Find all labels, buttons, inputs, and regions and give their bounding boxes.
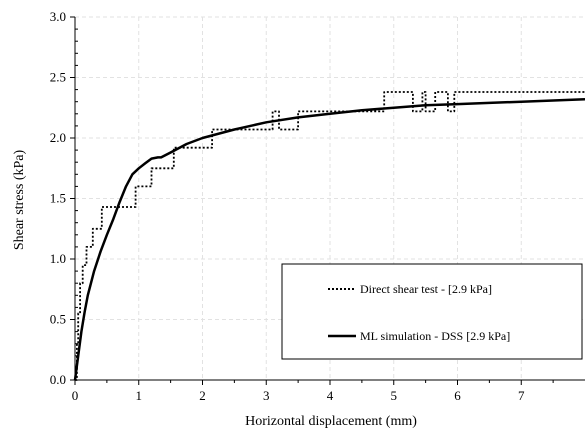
y-axis-title: Shear stress (kPa) — [12, 150, 27, 251]
y-tick-label: 0.0 — [50, 372, 66, 387]
x-tick-label: 7 — [518, 388, 525, 403]
legend-label-ml-simulation: ML simulation - DSS [2.9 kPa] — [360, 329, 510, 343]
legend: Direct shear test - [2.9 kPa] ML simulat… — [282, 264, 582, 359]
x-tick-label: 6 — [454, 388, 461, 403]
y-tick-label: 2.5 — [50, 70, 66, 85]
legend-label-direct-shear: Direct shear test - [2.9 kPa] — [360, 282, 492, 296]
x-tick-label: 0 — [72, 388, 79, 403]
legend-box — [282, 264, 582, 359]
y-tick-label: 1.0 — [50, 251, 66, 266]
x-tick-label: 2 — [199, 388, 206, 403]
x-axis-title: Horizontal displacement (mm) — [245, 414, 417, 428]
x-tick-label: 5 — [391, 388, 398, 403]
x-tick-label: 1 — [136, 388, 143, 403]
x-tick-label: 4 — [327, 388, 334, 403]
y-tick-label: 3.0 — [50, 9, 66, 24]
y-tick-label: 2.0 — [50, 130, 66, 145]
y-tick-label: 0.5 — [50, 312, 66, 327]
x-tick-label: 3 — [263, 388, 270, 403]
y-tick-label: 1.5 — [50, 191, 66, 206]
